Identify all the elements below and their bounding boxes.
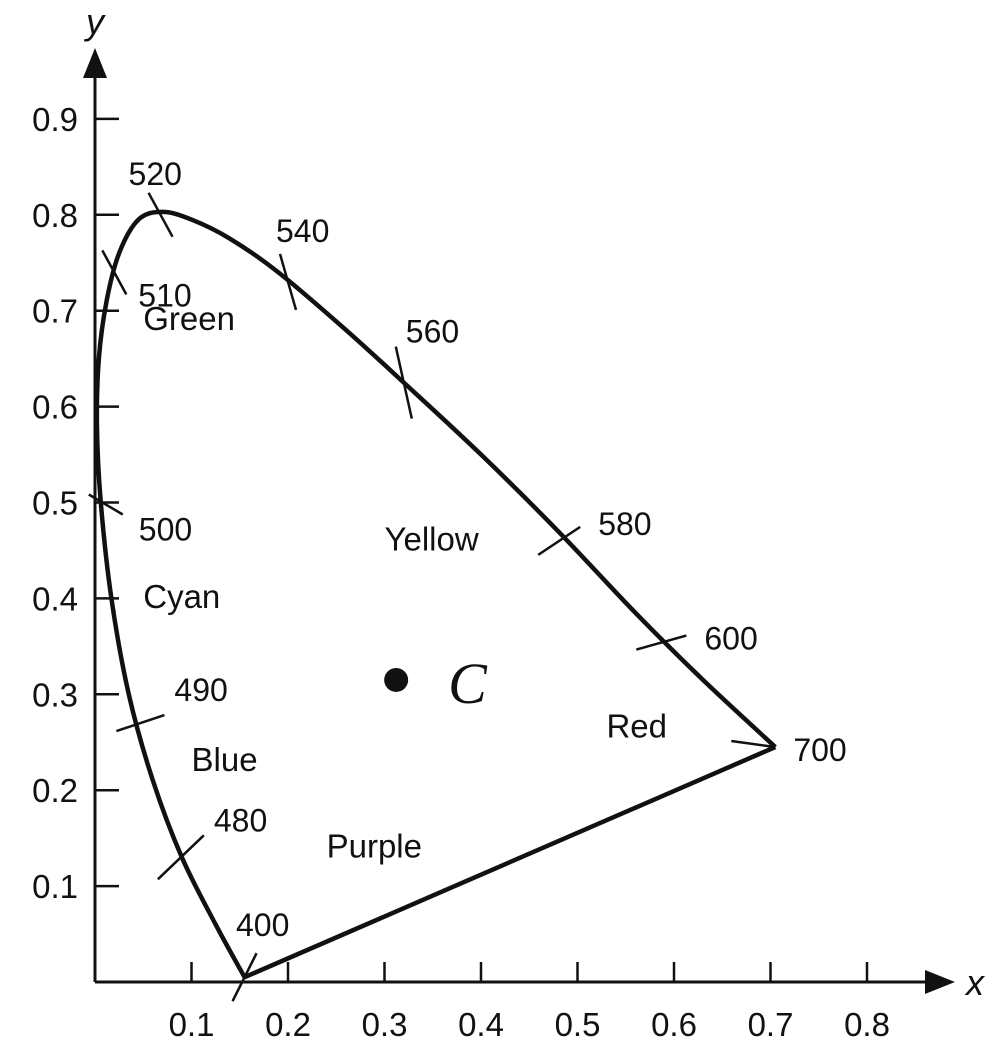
wavelength-tick-490	[116, 713, 165, 733]
y-tick-label: 0.9	[32, 101, 78, 138]
region-labels: Green Cyan Blue Yellow Red Purple	[143, 300, 667, 864]
wavelength-label-700: 700	[793, 732, 846, 768]
y-tick-label: 0.5	[32, 485, 78, 522]
y-tick-label: 0.1	[32, 868, 78, 905]
y-tick-label: 0.4	[32, 580, 78, 617]
y-tick-label: 0.3	[32, 676, 78, 713]
x-tick-label: 0.3	[362, 1006, 408, 1041]
wavelength-tick-700	[731, 739, 776, 749]
x-axis-label: x	[964, 962, 986, 1003]
wavelength-marks: 400 480 490 500 510 520 540 560 580 600 700	[88, 156, 847, 1002]
x-tick-label: 0.2	[265, 1006, 311, 1041]
region-label-cyan: Cyan	[143, 578, 220, 615]
x-axis-arrow	[925, 970, 955, 994]
wavelength-label-540: 540	[276, 213, 329, 249]
wavelength-label-500: 500	[139, 512, 192, 548]
line-of-purples	[243, 744, 777, 980]
wavelength-tick-600	[636, 634, 687, 651]
region-label-yellow: Yellow	[385, 520, 479, 557]
axes: xy	[83, 1, 986, 1003]
x-tick-label: 0.5	[555, 1006, 601, 1041]
x-tick-label: 0.4	[458, 1006, 504, 1041]
wavelength-tick-510	[101, 249, 128, 295]
wavelength-tick-400	[231, 952, 258, 1002]
wavelength-tick-540	[278, 253, 298, 311]
wavelength-label-580: 580	[598, 506, 651, 542]
wavelength-label-490: 490	[174, 672, 227, 708]
spectral-locus	[94, 209, 777, 979]
wavelength-label-600: 600	[704, 621, 757, 657]
wavelength-tick-520	[147, 192, 174, 238]
wavelength-label-510: 510	[138, 277, 191, 313]
y-tick-label: 0.7	[32, 293, 78, 330]
region-label-green: Green	[143, 300, 235, 337]
x-tick-label: 0.6	[651, 1006, 697, 1041]
wavelength-tick-480	[156, 834, 205, 881]
wavelength-label-520: 520	[129, 156, 182, 192]
wavelength-label-400: 400	[236, 907, 289, 943]
x-tick-label: 0.1	[169, 1006, 215, 1041]
y-axis-arrow	[83, 48, 107, 78]
x-tick-label: 0.7	[748, 1006, 794, 1041]
wavelength-label-480: 480	[214, 802, 267, 838]
white-point-c-label: C	[448, 651, 488, 716]
white-point-layer: C	[384, 651, 488, 716]
region-label-blue: Blue	[192, 741, 258, 778]
spectral-locus-layer	[94, 209, 777, 980]
y-tick-label: 0.2	[32, 772, 78, 809]
y-tick-label: 0.6	[32, 389, 78, 426]
ticks: 0.1 0.2 0.3 0.4 0.5 0.6 0.7 0.8 0.1 0.2 0.3 0.4 0.5 0…	[32, 101, 890, 1041]
wavelength-tick-560	[394, 346, 414, 419]
region-label-red: Red	[606, 707, 667, 744]
y-axis-label: y	[83, 1, 106, 42]
y-tick-label: 0.8	[32, 197, 78, 234]
white-point-c-dot	[384, 667, 409, 692]
x-tick-label: 0.8	[844, 1006, 890, 1041]
wavelength-tick-500	[88, 493, 124, 516]
wavelength-tick-580	[537, 525, 581, 556]
region-label-purple: Purple	[327, 827, 422, 864]
wavelength-label-560: 560	[406, 314, 459, 350]
